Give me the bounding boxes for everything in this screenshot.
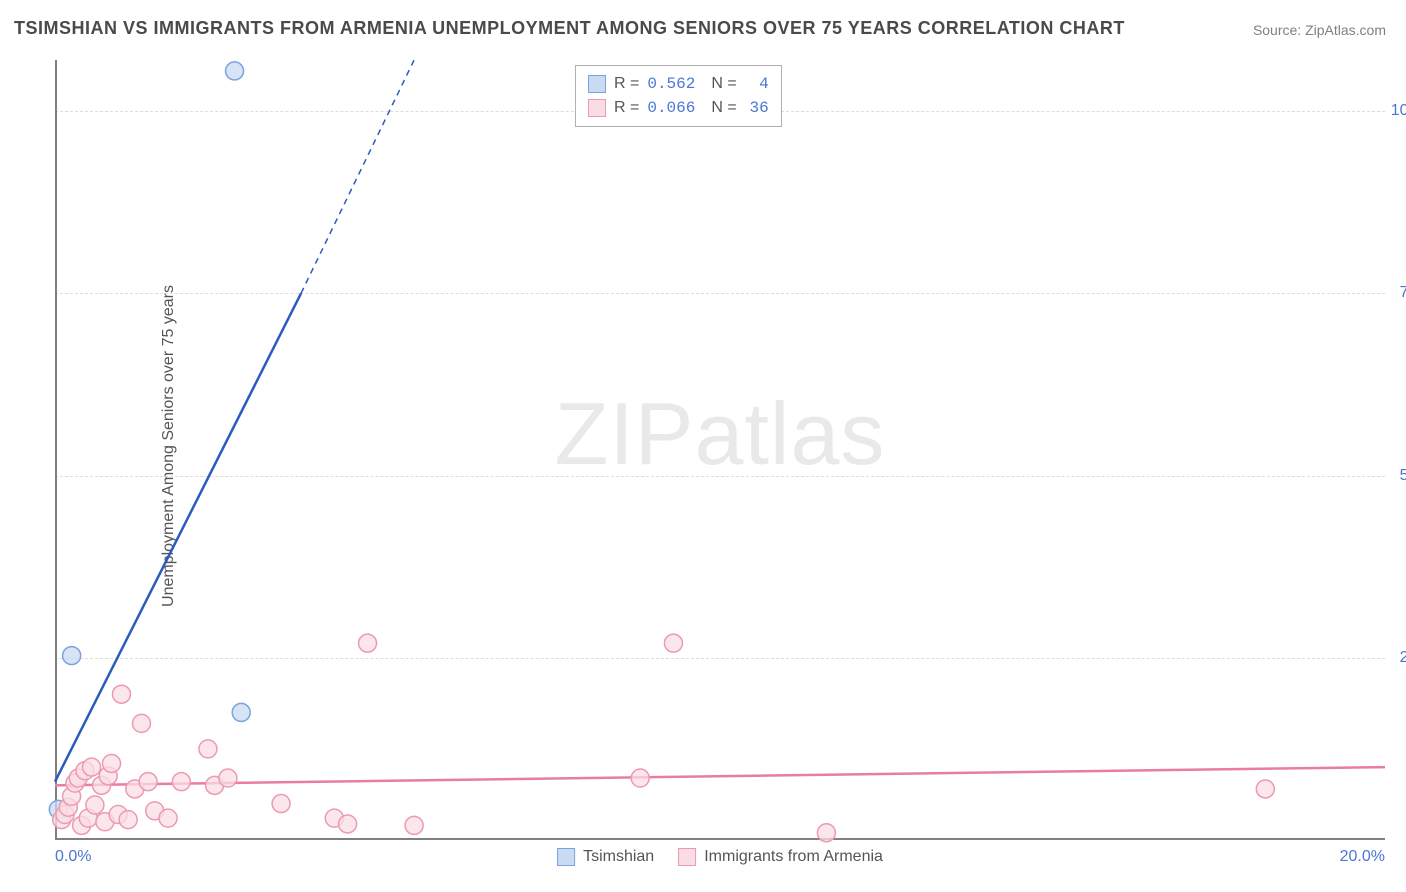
data-point xyxy=(103,754,121,772)
data-point xyxy=(172,773,190,791)
legend-label-armenia: Immigrants from Armenia xyxy=(704,848,883,866)
legend-swatch-tsimshian xyxy=(557,848,575,866)
n-label: N = xyxy=(711,72,736,96)
x-tick-label: 20.0% xyxy=(1340,848,1385,866)
data-point xyxy=(132,714,150,732)
r-label: R = xyxy=(614,96,639,120)
r-value-tsimshian: 0.562 xyxy=(647,72,695,96)
data-point xyxy=(159,809,177,827)
data-point xyxy=(63,647,81,665)
chart-title: TSIMSHIAN VS IMMIGRANTS FROM ARMENIA UNE… xyxy=(14,18,1125,39)
trend-line-dashed xyxy=(301,60,414,293)
data-point xyxy=(664,634,682,652)
legend-swatch-armenia xyxy=(588,99,606,117)
data-point xyxy=(199,740,217,758)
legend-swatch-tsimshian xyxy=(588,75,606,93)
y-tick-label: 25.0% xyxy=(1390,649,1406,667)
data-point xyxy=(339,815,357,833)
correlation-legend: R = 0.562 N = 4 R = 0.066 N = 36 xyxy=(575,65,782,127)
legend-label-tsimshian: Tsimshian xyxy=(583,848,654,866)
y-tick-label: 50.0% xyxy=(1390,467,1406,485)
data-point xyxy=(1256,780,1274,798)
data-point xyxy=(219,769,237,787)
data-point xyxy=(272,795,290,813)
trend-line xyxy=(55,293,301,781)
plot-area: ZIPatlas R = 0.562 N = 4 R = 0.066 N = 3… xyxy=(55,60,1385,840)
data-point xyxy=(405,816,423,834)
series-legend: Tsimshian Immigrants from Armenia xyxy=(557,848,883,866)
legend-item-tsimshian: Tsimshian xyxy=(557,848,654,866)
source-attribution: Source: ZipAtlas.com xyxy=(1253,22,1386,38)
data-point xyxy=(232,703,250,721)
data-point xyxy=(359,634,377,652)
n-label: N = xyxy=(711,96,736,120)
data-point xyxy=(86,796,104,814)
r-value-armenia: 0.066 xyxy=(647,96,695,120)
n-value-armenia: 36 xyxy=(745,96,769,120)
plot-svg xyxy=(55,60,1385,840)
data-point xyxy=(139,773,157,791)
chart-container: TSIMSHIAN VS IMMIGRANTS FROM ARMENIA UNE… xyxy=(0,0,1406,892)
x-tick-label: 0.0% xyxy=(55,848,91,866)
data-point xyxy=(83,758,101,776)
legend-row-tsimshian: R = 0.562 N = 4 xyxy=(588,72,769,96)
data-point xyxy=(119,811,137,829)
legend-swatch-armenia xyxy=(678,848,696,866)
legend-row-armenia: R = 0.066 N = 36 xyxy=(588,96,769,120)
trend-line xyxy=(55,767,1385,785)
y-tick-label: 75.0% xyxy=(1390,284,1406,302)
n-value-tsimshian: 4 xyxy=(745,72,769,96)
data-point xyxy=(631,769,649,787)
data-point xyxy=(113,685,131,703)
r-label: R = xyxy=(614,72,639,96)
legend-item-armenia: Immigrants from Armenia xyxy=(678,848,883,866)
data-point xyxy=(817,824,835,842)
data-point xyxy=(226,62,244,80)
y-tick-label: 100.0% xyxy=(1390,102,1406,120)
